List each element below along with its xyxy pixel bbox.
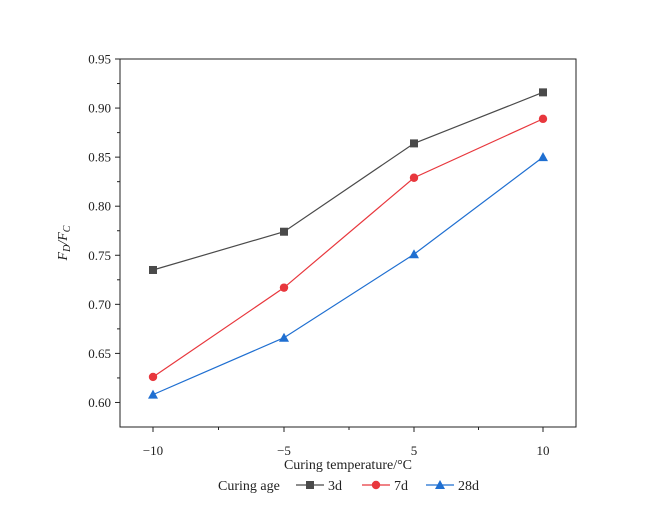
x-tick-label: −5	[277, 443, 291, 458]
legend-marker	[306, 481, 314, 489]
legend-title: Curing age	[218, 479, 280, 494]
legend: Curing age 3d 7d 28d	[218, 479, 479, 494]
series-layer	[148, 88, 548, 399]
x-tick-label: −10	[143, 443, 163, 458]
legend-label: 3d	[328, 479, 342, 494]
legend-marker	[371, 480, 381, 490]
x-tick-label: 5	[411, 443, 418, 458]
y-axis-title: FD/FC	[56, 225, 73, 261]
x-tick-label: 10	[537, 443, 550, 458]
y-tick-label: 0.75	[88, 248, 111, 263]
series-3d	[149, 88, 547, 274]
series-line	[152, 91, 544, 271]
legend-marker	[435, 480, 445, 489]
y-tick-label: 0.65	[88, 346, 111, 361]
data-point	[149, 265, 157, 274]
legend-label: 28d	[458, 479, 479, 494]
y-tick-label: 0.80	[88, 199, 111, 214]
data-point	[280, 227, 288, 236]
data-point	[279, 283, 289, 292]
data-point	[538, 152, 548, 162]
data-point	[539, 88, 547, 97]
y-tick-label: 0.95	[88, 52, 111, 67]
x-axis: −10 −5 5 10	[143, 427, 550, 458]
series-line	[152, 156, 544, 396]
series-7d	[148, 114, 548, 382]
data-point	[279, 332, 289, 342]
plot-frame	[119, 58, 577, 428]
data-point	[538, 114, 548, 124]
data-point	[409, 173, 419, 182]
y-tick-label: 0.90	[88, 101, 111, 116]
y-tick-label: 0.70	[88, 297, 111, 312]
series-line	[152, 118, 544, 378]
data-point	[148, 389, 158, 399]
x-axis-title: Curing temperature/°C	[284, 458, 412, 473]
y-tick-label: 0.85	[88, 150, 111, 165]
series-28d	[148, 152, 548, 399]
data-point	[409, 249, 419, 259]
y-tick-label: 0.60	[88, 395, 111, 410]
data-point	[148, 372, 158, 382]
legend-label: 7d	[394, 479, 408, 494]
y-axis: 0.60 0.65 0.70 0.75 0.80 0.85 0.90 0.95	[88, 52, 120, 410]
data-point	[410, 139, 418, 148]
